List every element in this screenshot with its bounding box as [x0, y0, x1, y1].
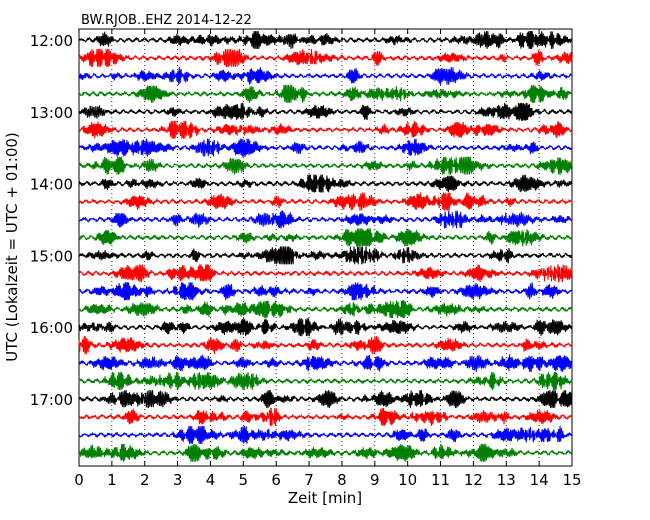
seismogram-trace [78, 407, 573, 426]
x-tick-label: 2 [140, 471, 150, 489]
seismogram-trace [78, 156, 573, 175]
plot-area-frame [78, 28, 573, 467]
grid-layer [111, 29, 540, 466]
seismogram-trace [78, 66, 573, 85]
x-tick-label: 10 [398, 471, 417, 489]
y-tick-label: 14:00 [30, 176, 73, 194]
chart-title: BW.RJOB..EHZ 2014-12-22 [81, 13, 252, 28]
seismogram-trace [78, 318, 573, 337]
y-tick-label: 17:00 [30, 391, 73, 409]
seismogram-trace [78, 30, 573, 50]
y-tick-label: 12:00 [30, 32, 73, 50]
x-tick-label: 13 [497, 471, 516, 489]
seismogram-trace [78, 192, 573, 211]
seismogram-trace [78, 300, 573, 319]
seismogram-trace [78, 282, 573, 301]
seismogram-trace [78, 228, 573, 247]
x-tick-label: 0 [74, 471, 84, 489]
x-tick-label: 3 [173, 471, 183, 489]
seismogram-trace [78, 174, 573, 193]
x-tick-label: 5 [239, 471, 249, 489]
y-tick-label: 15:00 [30, 247, 73, 265]
seismogram-trace [78, 425, 573, 444]
seismogram-trace [78, 120, 573, 139]
y-axis-ticks: 12:00 13:00 14:00 15:00 16:00 17:00 [30, 32, 572, 409]
x-tick-label: 11 [431, 471, 450, 489]
x-tick-label: 14 [530, 471, 549, 489]
seismogram-trace [78, 102, 573, 121]
y-tick-label: 13:00 [30, 104, 73, 122]
seismogram-trace [78, 354, 573, 373]
y-tick-label: 16:00 [30, 319, 73, 337]
seismogram-trace [78, 246, 573, 265]
x-axis-label: Zeit [min] [288, 489, 362, 507]
x-tick-label: 6 [271, 471, 281, 489]
seismogram-trace [78, 264, 573, 283]
seismogram-trace [78, 210, 573, 229]
seismogram-trace [78, 84, 573, 103]
seismogram-trace [78, 138, 573, 157]
y-axis-label: UTC (Lokalzeit = UTC + 01:00) [3, 132, 21, 362]
x-tick-label: 4 [206, 471, 216, 489]
seismogram-trace [78, 372, 573, 391]
x-tick-label: 1 [107, 471, 117, 489]
x-tick-label: 7 [304, 471, 314, 489]
x-tick-label: 8 [337, 471, 347, 489]
seismogram-trace [78, 336, 573, 355]
x-tick-label: 12 [464, 471, 483, 489]
seismogram-trace [78, 389, 573, 409]
seismogram-trace [78, 443, 573, 462]
x-tick-label: 15 [562, 471, 581, 489]
seismogram-trace [78, 48, 573, 67]
x-axis-ticks: 0 1 2 3 4 5 6 7 8 9 10 11 12 13 14 15 [74, 29, 582, 489]
x-tick-label: 9 [370, 471, 380, 489]
trace-layer [78, 30, 573, 462]
